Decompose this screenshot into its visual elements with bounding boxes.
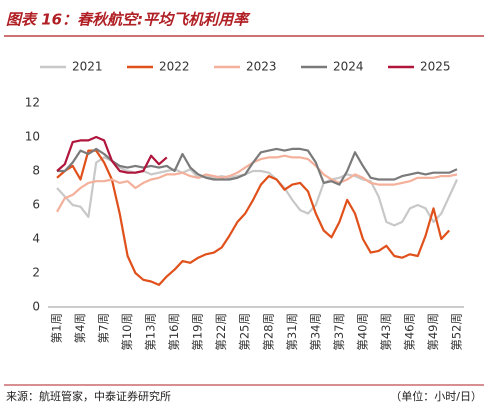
x-tick-label: 第49周	[426, 313, 440, 351]
chart-title: 图表 16：春秋航空:平均飞机利用率	[6, 11, 251, 29]
legend-label: 2023	[246, 60, 277, 74]
series-line	[56, 156, 458, 227]
x-tick-label: 第19周	[191, 313, 205, 351]
y-tick-label: 4	[32, 232, 40, 246]
x-tick-label: 第46周	[402, 313, 416, 351]
x-tick-label: 第16周	[167, 313, 181, 351]
x-tick-label: 第4周	[73, 313, 87, 343]
x-tick-label: 第40周	[355, 313, 369, 351]
series-line	[57, 147, 458, 186]
x-tick-label: 第25周	[238, 313, 252, 351]
x-tick-label: 第22周	[214, 313, 228, 351]
y-tick-label: 0	[32, 300, 40, 314]
x-tick-label: 第1周	[50, 313, 64, 343]
x-tick-label: 第10周	[120, 313, 134, 351]
legend-label: 2024	[333, 60, 364, 74]
series-line	[56, 135, 168, 174]
x-tick-label: 第43周	[379, 313, 393, 351]
legend-label: 2025	[420, 60, 451, 74]
y-tick-label: 8	[32, 164, 40, 178]
x-tick-label: 第31周	[285, 313, 299, 351]
x-tick-label: 第28周	[261, 313, 275, 351]
x-tick-label: 第34周	[308, 313, 322, 351]
y-tick-label: 6	[32, 198, 40, 212]
series-line	[56, 149, 451, 286]
series-line	[56, 154, 458, 213]
unit: （单位：小时/日）	[390, 389, 482, 403]
source: 来源：航班管家，中泰证券研究所	[6, 389, 171, 403]
y-tick-label: 10	[25, 130, 40, 144]
x-tick-label: 第7周	[97, 313, 111, 343]
x-tick-label: 第13周	[144, 313, 158, 351]
y-tick-label: 12	[25, 96, 40, 110]
x-tick-label: 第52周	[450, 313, 464, 351]
y-tick-label: 2	[32, 266, 40, 280]
legend-label: 2022	[159, 60, 190, 74]
x-tick-label: 第37周	[332, 313, 346, 351]
legend-label: 2021	[72, 60, 103, 74]
